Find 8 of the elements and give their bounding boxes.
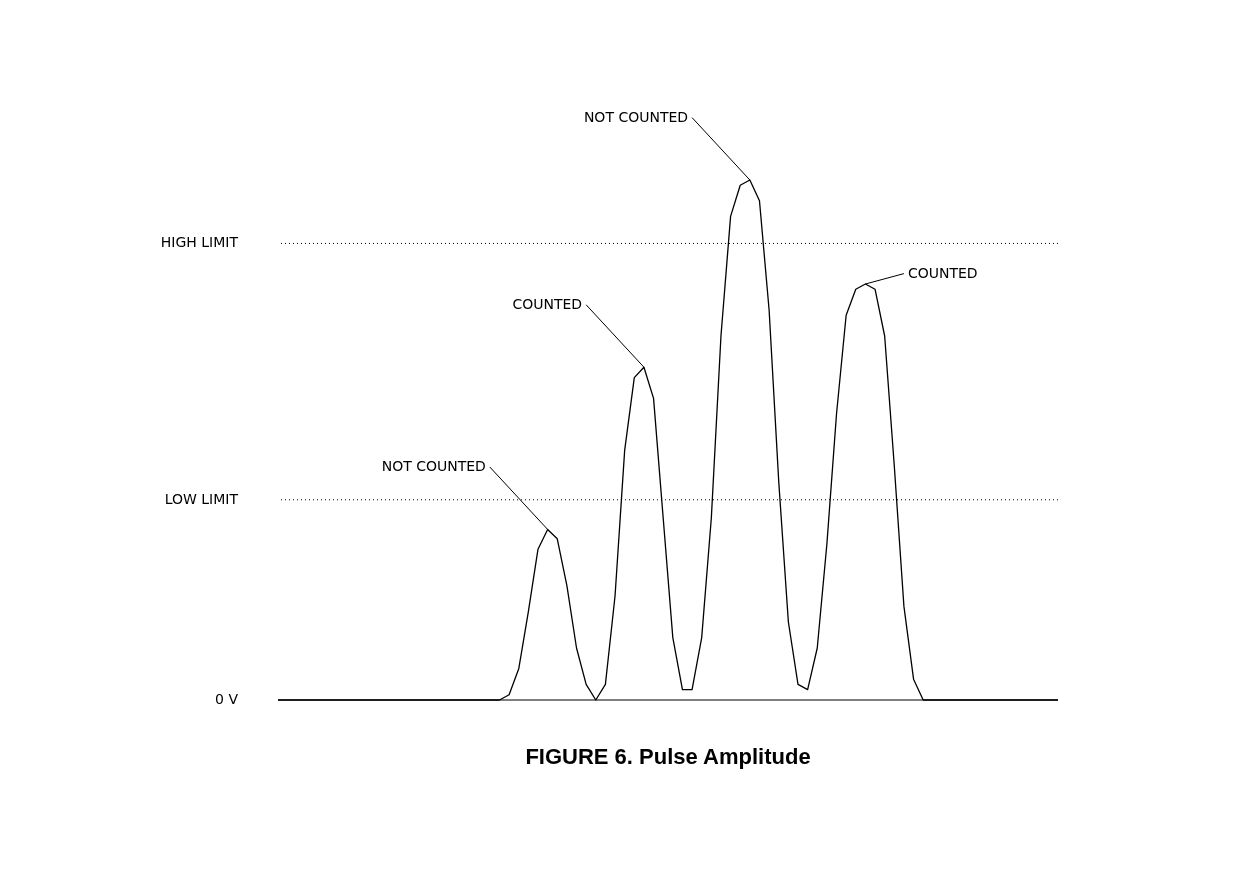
ref-line-label: 0 V (215, 691, 239, 707)
ref-line-label: LOW LIMIT (164, 490, 239, 507)
ref-line-label: HIGH LIMIT (160, 234, 239, 251)
text: NOT COUNTED (583, 108, 689, 125)
annotation: COUNTED (512, 295, 583, 312)
annotation: COUNTED (907, 264, 978, 281)
annotation: NOT COUNTED (381, 458, 486, 475)
text: FIGURE 6. Pulse Amplitude (525, 744, 811, 769)
